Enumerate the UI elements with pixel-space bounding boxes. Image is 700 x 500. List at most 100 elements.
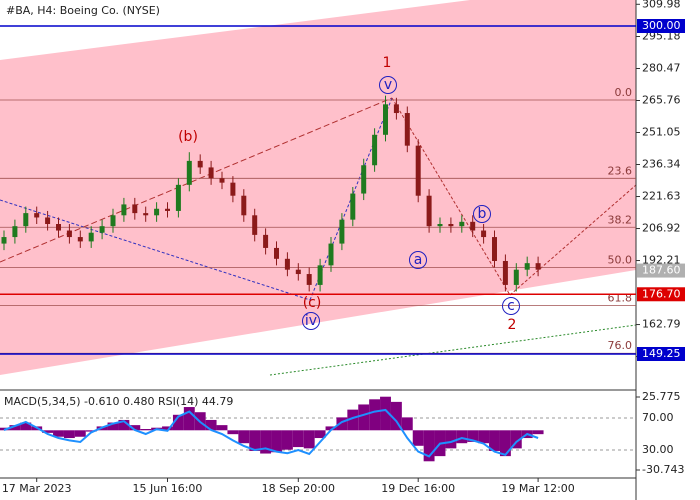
macd-bar <box>216 425 228 431</box>
macd-bar <box>249 430 261 451</box>
macd-bar <box>42 430 54 433</box>
y-tick-label: 162.79 <box>642 318 681 331</box>
candle-body <box>143 213 149 216</box>
macd-bar <box>380 396 391 431</box>
candle-body <box>110 215 116 227</box>
candle-body <box>263 234 269 248</box>
candle-body <box>317 265 323 285</box>
y-tick-label: 221.63 <box>642 190 681 203</box>
macd-bar <box>281 430 293 450</box>
indicator-title: MACD(5,34,5) -0.610 0.480 RSI(14) 44.79 <box>4 395 233 408</box>
price-label: 187.60 <box>642 264 681 277</box>
candle-body <box>77 237 83 242</box>
wave-label: (c) <box>303 295 322 311</box>
macd-bar <box>510 430 522 449</box>
wave-line <box>509 184 637 296</box>
x-tick-label: 17 Mar 2023 <box>2 482 72 495</box>
fib-label: 50.0 <box>608 254 633 267</box>
candle-body <box>121 204 127 216</box>
candle-body <box>295 269 301 275</box>
y-tick-label: 265.76 <box>642 94 681 107</box>
candle-body <box>132 204 138 214</box>
wave-label: a <box>414 252 423 268</box>
macd-bar <box>85 430 97 432</box>
macd-bar <box>118 419 130 431</box>
macd-bar <box>412 430 424 446</box>
macd-bar <box>53 430 64 437</box>
macd-bar <box>390 401 402 431</box>
candle-body <box>328 243 334 266</box>
candle-body <box>393 104 399 114</box>
candle-body <box>426 195 432 227</box>
y-tick-label: 30.00 <box>642 443 674 456</box>
candle-body <box>1 237 7 244</box>
macd-bar <box>271 430 282 453</box>
fib-label: 76.0 <box>608 339 633 352</box>
candle-body <box>284 258 290 270</box>
macd-bar <box>205 419 217 431</box>
y-tick-label: 70.00 <box>642 411 674 424</box>
macd-bar <box>129 425 141 431</box>
macd-bar <box>369 399 381 431</box>
macd-bar <box>499 430 511 457</box>
chart-title: #BA, H4: Boeing Co. (NYSE) <box>6 4 160 17</box>
candle-body <box>252 215 258 235</box>
macd-bar <box>467 430 479 442</box>
wave-circle <box>302 312 320 330</box>
candle-body <box>274 247 279 259</box>
macd-bar <box>238 430 250 444</box>
macd-bar <box>292 430 304 448</box>
candle-body <box>197 160 203 168</box>
macd-bar <box>9 425 21 431</box>
candle-body <box>459 221 465 227</box>
candle-body <box>339 219 345 244</box>
wave-label: (b) <box>178 129 198 145</box>
price-label: 300.00 <box>642 19 681 32</box>
candle-body <box>23 213 29 227</box>
candle-body <box>404 113 410 146</box>
macd-bar <box>303 430 315 449</box>
macd-bar <box>172 414 184 431</box>
rsi-line <box>3 408 539 458</box>
macd-bar <box>336 417 348 431</box>
fib-label: 38.2 <box>608 213 633 226</box>
price-label-box <box>637 347 685 362</box>
candle-body <box>12 226 18 238</box>
x-tick-label: 19 Dec 16:00 <box>381 482 455 495</box>
candle-body <box>350 193 356 220</box>
y-tick-label: 236.34 <box>642 158 681 171</box>
candle-body <box>66 230 72 238</box>
macd-bar <box>63 430 75 439</box>
x-tick-label: 15 Jun 16:00 <box>133 482 203 495</box>
macd-bar <box>532 430 544 435</box>
candle-body <box>56 223 61 231</box>
macd-bar <box>325 426 337 431</box>
macd-bar <box>20 422 32 431</box>
candle-body <box>524 263 530 270</box>
price-label: 176.70 <box>642 287 681 300</box>
macd-bar <box>347 409 359 431</box>
wave-circle <box>379 76 397 94</box>
candle-body <box>34 213 40 218</box>
macd-bar <box>478 430 490 444</box>
y-tick-label: 251.05 <box>642 126 681 139</box>
y-tick-label: 309.98 <box>642 0 681 10</box>
candle-body <box>535 263 541 270</box>
candle-body <box>383 104 388 135</box>
macd-bar <box>314 430 326 439</box>
macd-bar <box>183 407 195 431</box>
macd-bar <box>162 426 173 431</box>
y-tick-label: 280.47 <box>642 61 681 74</box>
wave-line <box>0 199 311 301</box>
candle-body <box>502 260 508 285</box>
candle-body <box>208 167 214 179</box>
wave-circle <box>473 205 491 223</box>
candle-body <box>448 223 454 227</box>
wave-line <box>0 97 393 263</box>
wave-label: 2 <box>508 317 517 333</box>
macd-bar <box>423 430 435 462</box>
wave-line <box>391 97 511 296</box>
fib-label: 23.6 <box>608 164 633 177</box>
trend-line <box>269 324 637 376</box>
